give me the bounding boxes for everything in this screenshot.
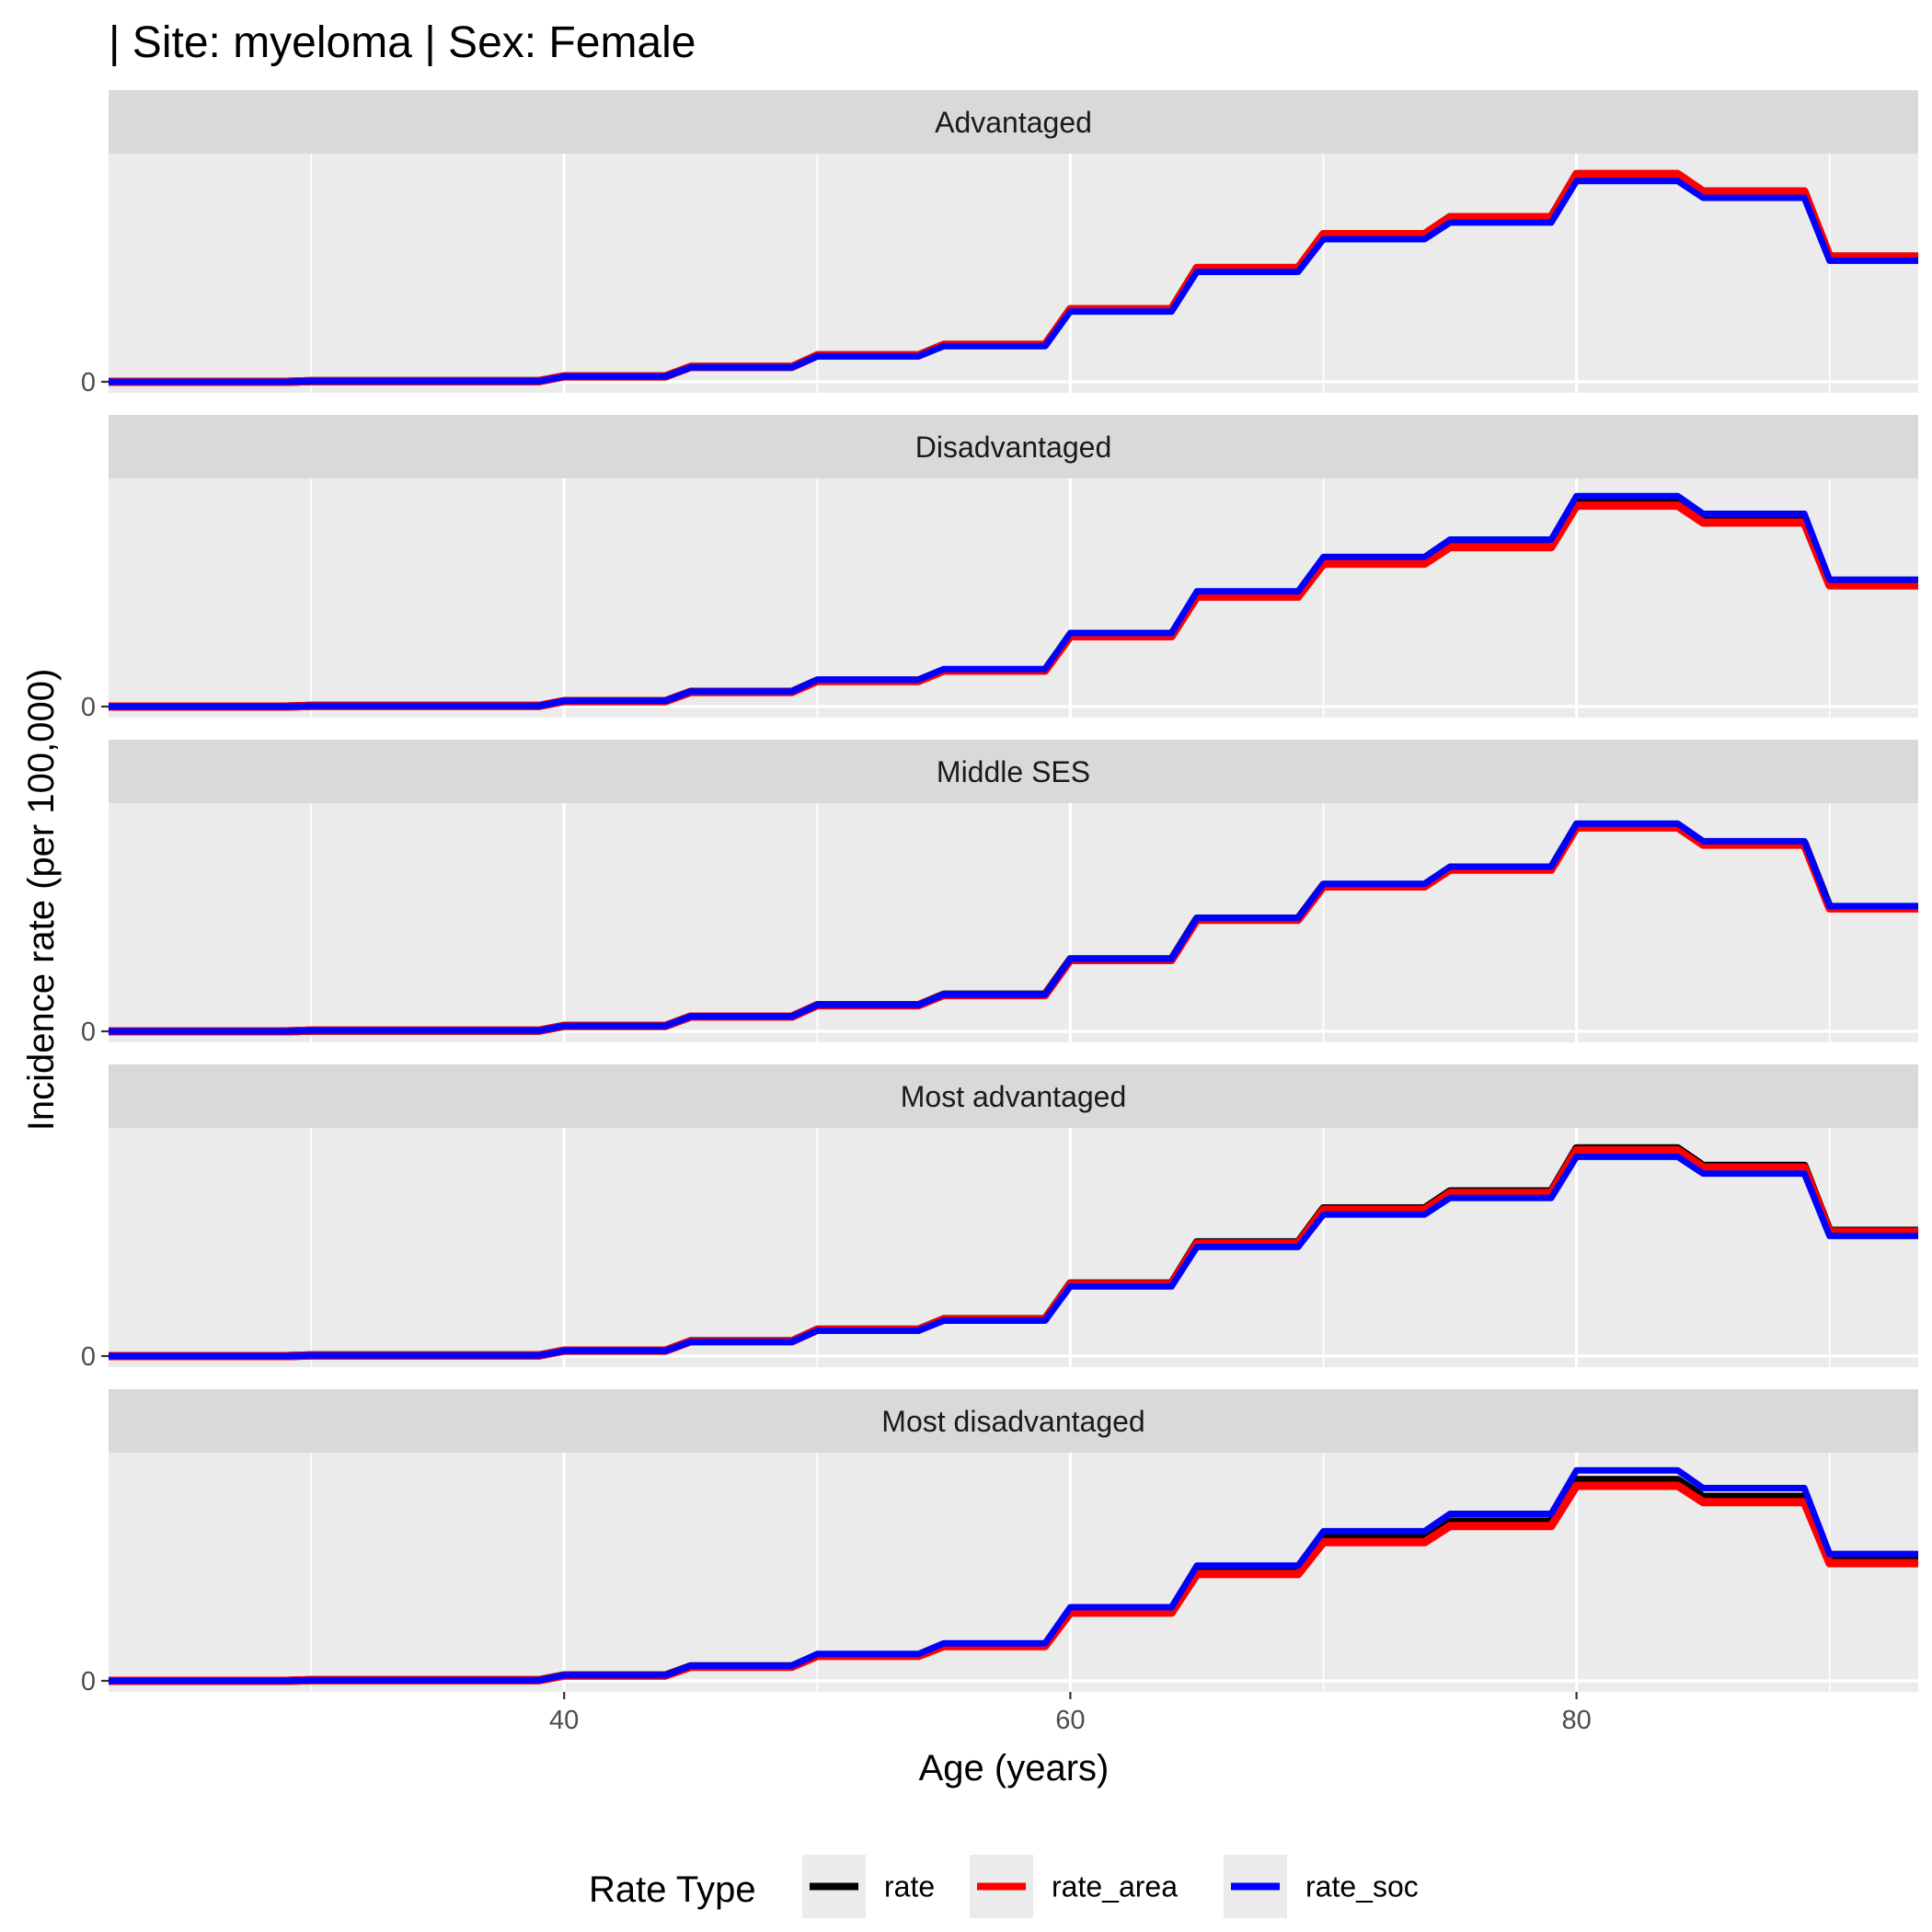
facet-panel: Disadvantaged 0 xyxy=(81,415,1918,722)
x-tick-label: 80 xyxy=(1561,1706,1591,1735)
legend-entry: rate xyxy=(802,1855,935,1918)
facet-panel: Middle SES 0 xyxy=(81,740,1918,1047)
facet-panel: Most disadvantaged 0 xyxy=(81,1389,1918,1696)
facet-strip-label: Advantaged xyxy=(935,106,1092,139)
facet-strip-label: Disadvantaged xyxy=(915,431,1111,464)
panel-background xyxy=(109,1128,1918,1367)
series-line-rate-soc xyxy=(109,492,1918,710)
series-line-rate-soc xyxy=(109,178,1918,385)
legend-label: rate xyxy=(884,1870,935,1903)
facet-strip xyxy=(109,740,1918,803)
series-line-rate-soc xyxy=(109,1153,1918,1360)
facet-strip xyxy=(109,1064,1918,1128)
panel-background xyxy=(109,154,1918,393)
chart-title: | Site: myeloma | Sex: Female xyxy=(109,18,696,67)
y-tick-label: 0 xyxy=(81,368,96,397)
y-tick-label: 0 xyxy=(81,693,96,722)
facet-strip xyxy=(109,1389,1918,1453)
series-line-rate-soc xyxy=(109,820,1918,1035)
panel-background xyxy=(109,803,1918,1042)
series-line-rate-soc xyxy=(109,1466,1918,1685)
facet-strip-label: Most disadvantaged xyxy=(881,1405,1144,1438)
facet-strip-label: Most advantaged xyxy=(901,1080,1127,1113)
x-tick-label: 40 xyxy=(549,1706,579,1735)
legend-label: rate_soc xyxy=(1305,1870,1419,1903)
x-axis-title: Age (years) xyxy=(919,1748,1110,1788)
y-tick-label: 0 xyxy=(81,1342,96,1372)
y-tick-label: 0 xyxy=(81,1018,96,1047)
legend-label: rate_area xyxy=(1052,1870,1178,1903)
facet-panel: Advantaged 0 xyxy=(81,90,1918,397)
y-axis-title: Incidence rate (per 100,000) xyxy=(21,669,62,1132)
x-tick-label: 60 xyxy=(1055,1706,1085,1735)
facet-strip xyxy=(109,90,1918,154)
legend-entry: rate_area xyxy=(970,1855,1178,1918)
panel-background xyxy=(109,1453,1918,1692)
legend-title: Rate Type xyxy=(589,1869,756,1910)
legend-entry: rate_soc xyxy=(1224,1855,1419,1918)
legend: Rate Type rate rate_area rate_soc xyxy=(589,1855,1419,1918)
facet-panel: Most advantaged 0 xyxy=(81,1064,1918,1372)
panel-background xyxy=(109,478,1918,718)
y-tick-label: 0 xyxy=(81,1667,96,1696)
facet-strip xyxy=(109,415,1918,478)
x-axis-ticks: 40 60 80 xyxy=(549,1692,1592,1735)
facet-strip-label: Middle SES xyxy=(937,755,1090,788)
